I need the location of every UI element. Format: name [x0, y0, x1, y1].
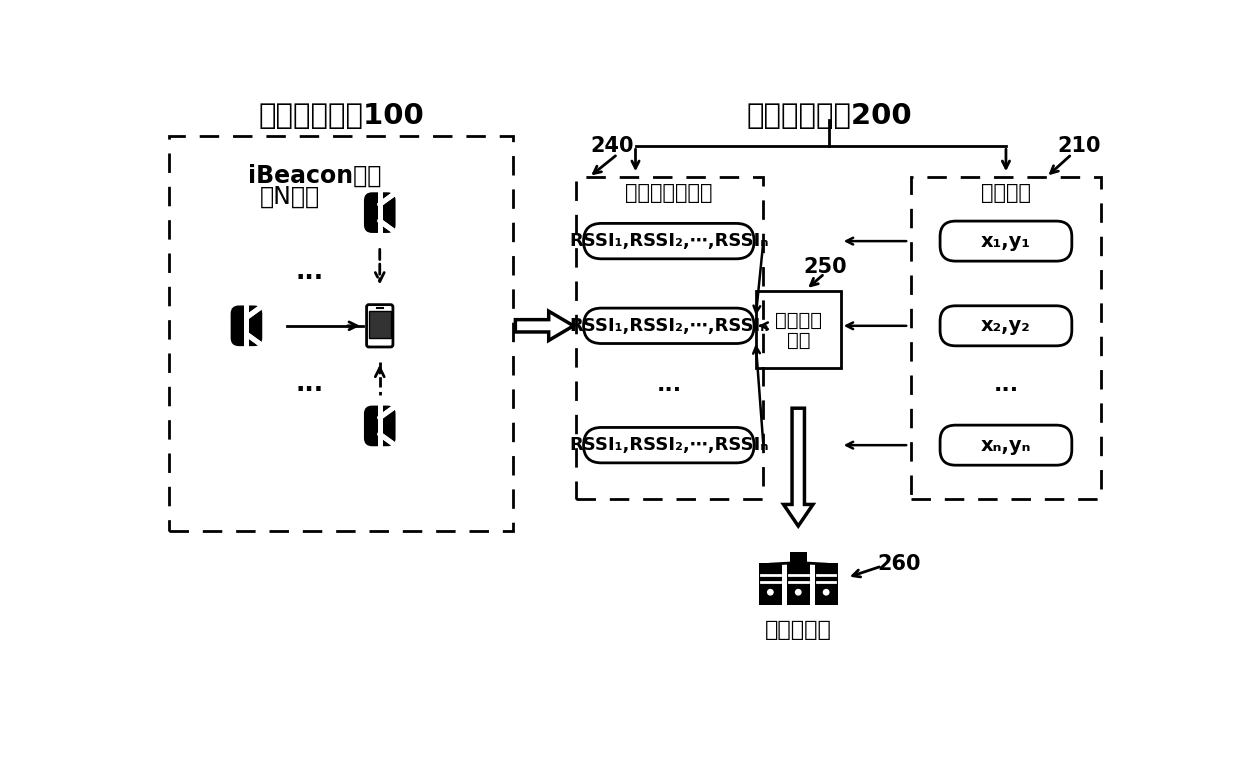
Text: （N个）: （N个）: [259, 185, 320, 209]
Text: RSSI₁,RSSI₂,⋯,RSSIₙ: RSSI₁,RSSI₂,⋯,RSSIₙ: [569, 317, 769, 335]
Text: 数据: 数据: [786, 331, 810, 350]
FancyBboxPatch shape: [231, 305, 263, 346]
FancyBboxPatch shape: [940, 221, 1071, 261]
Polygon shape: [516, 312, 573, 340]
Text: 210: 210: [1056, 136, 1101, 156]
FancyBboxPatch shape: [584, 224, 754, 258]
Text: ...: ...: [296, 371, 324, 396]
Text: 240: 240: [590, 136, 634, 156]
Circle shape: [823, 590, 828, 595]
Circle shape: [796, 590, 801, 595]
Text: 250: 250: [804, 256, 847, 277]
Bar: [755, 291, 841, 368]
FancyBboxPatch shape: [940, 425, 1071, 465]
Text: x₂,y₂: x₂,y₂: [981, 316, 1030, 335]
Bar: [790, 552, 807, 562]
Bar: [169, 136, 513, 531]
Bar: [786, 562, 810, 605]
FancyBboxPatch shape: [365, 193, 396, 233]
Text: 离线建库单元200: 离线建库单元200: [746, 102, 913, 130]
FancyBboxPatch shape: [367, 305, 393, 347]
Text: RSSI₁,RSSI₂,⋯,RSSIₙ: RSSI₁,RSSI₂,⋯,RSSIₙ: [569, 436, 769, 454]
Bar: [815, 562, 838, 605]
Circle shape: [768, 590, 773, 595]
Text: x₁,y₁: x₁,y₁: [981, 232, 1030, 251]
Bar: [910, 177, 1101, 499]
Text: 位置指纹: 位置指纹: [775, 311, 822, 330]
FancyBboxPatch shape: [365, 406, 396, 446]
Polygon shape: [784, 409, 813, 526]
Text: iBeacon基站: iBeacon基站: [248, 164, 382, 188]
Text: ...: ...: [656, 375, 682, 395]
Text: xₙ,yₙ: xₙ,yₙ: [981, 436, 1032, 455]
Text: 预设坐标: 预设坐标: [981, 183, 1030, 202]
FancyBboxPatch shape: [940, 305, 1071, 346]
Text: 信号采集单元100: 信号采集单元100: [258, 102, 424, 130]
Text: 信号强度代表值: 信号强度代表值: [625, 183, 713, 202]
Text: 定位服务器: 定位服务器: [765, 620, 832, 640]
FancyBboxPatch shape: [584, 428, 754, 463]
Text: RSSI₁,RSSI₂,⋯,RSSIₙ: RSSI₁,RSSI₂,⋯,RSSIₙ: [569, 232, 769, 250]
Text: ...: ...: [993, 375, 1018, 395]
FancyBboxPatch shape: [584, 308, 754, 343]
Bar: [370, 312, 391, 337]
Text: 260: 260: [877, 554, 921, 574]
Text: ...: ...: [296, 260, 324, 284]
Bar: [575, 177, 764, 499]
Bar: [759, 562, 782, 605]
